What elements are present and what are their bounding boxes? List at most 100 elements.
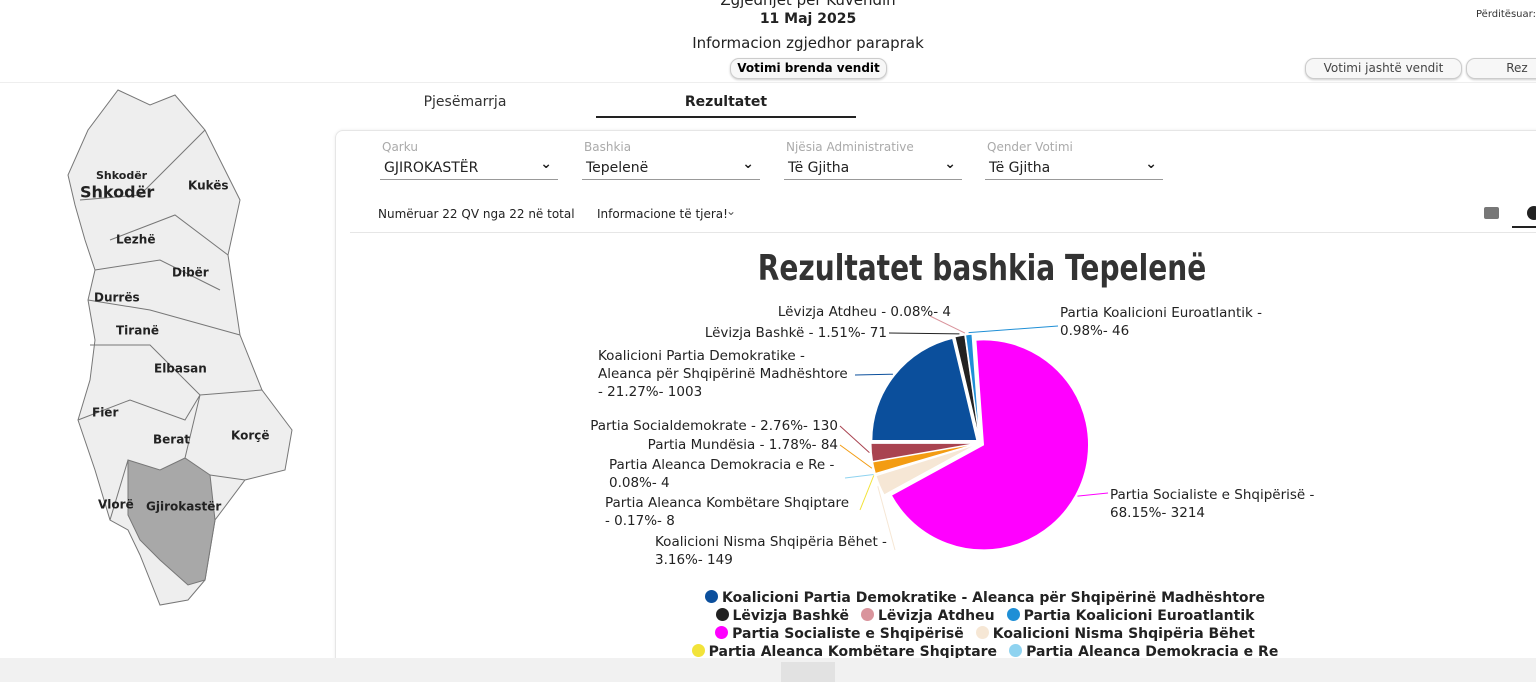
data-label: Partia Koalicioni Euroatlantik -: [1060, 305, 1262, 321]
data-label: - 21.27%- 1003: [598, 384, 702, 400]
legend-item[interactable]: Partia Aleanca Demokracia e Re: [1009, 643, 1278, 658]
data-label: Aleanca për Shqipërinë Madhështore: [598, 366, 848, 382]
pie-slice: [871, 337, 978, 442]
legend-item[interactable]: Partia Socialiste e Shqipërisë: [715, 625, 964, 643]
chart-tab-underline: [1512, 226, 1536, 228]
map-label: Durrës: [94, 291, 140, 305]
data-label: 3.16%- 149: [655, 552, 733, 568]
tab-active[interactable]: Rezultatet: [596, 94, 856, 118]
filter-select[interactable]: Tepelenë: [582, 156, 760, 180]
legend-label: Koalicioni Partia Demokratike - Aleanca …: [722, 590, 1265, 606]
data-label: - 0.17%- 8: [605, 513, 675, 529]
leader-line: [968, 325, 1059, 334]
leader-line: [839, 425, 870, 453]
data-label: 0.98%- 46: [1060, 323, 1129, 339]
legend-marker: [705, 590, 719, 603]
card: [335, 130, 1536, 682]
legend-marker: [975, 626, 989, 639]
header-date: 11 Maj 2025: [759, 11, 857, 27]
leader-line: [839, 444, 873, 469]
legend-marker: [1006, 608, 1020, 621]
leader-line: [844, 474, 874, 479]
results-button[interactable]: Rez: [1466, 58, 1536, 79]
legend-item[interactable]: Koalicioni Nisma Shqipëria Bëhet: [975, 625, 1255, 643]
legend: Koalicioni Partia Demokratike - Aleanca …: [640, 589, 1330, 658]
divider: [0, 82, 1536, 83]
leader-line: [877, 486, 896, 551]
leader-line: [854, 373, 893, 376]
filter-label: Bashkia: [584, 140, 632, 154]
domestic-vote-button[interactable]: Votimi brenda vendit: [730, 58, 887, 79]
abroad-vote-button[interactable]: Votimi jashtë vendit: [1305, 58, 1462, 79]
filter-select[interactable]: Të Gjitha: [784, 156, 962, 180]
legend-marker: [691, 644, 705, 657]
legend-item[interactable]: Lëvizja Bashkë: [715, 607, 849, 625]
map-label: Korçë: [231, 429, 270, 443]
legend-label: Partia Aleanca Kombëtare Shqiptare: [708, 644, 998, 658]
map-label: Berat: [153, 433, 190, 447]
data-label: Partia Aleanca Demokracia e Re -: [609, 457, 835, 473]
divider: [350, 232, 1536, 233]
legend-marker: [715, 626, 729, 639]
legend-marker: [860, 608, 874, 621]
map-label: Kukës: [188, 179, 229, 193]
filter-select[interactable]: GJIROKASTËR: [380, 156, 558, 180]
filter-label: Njësia Administrative: [786, 140, 914, 154]
pie-slice: [965, 333, 981, 440]
data-label: Lëvizja Bashkë - 1.51%- 71: [705, 325, 887, 341]
data-label: Lëvizja Atdheu - 0.08%- 4: [778, 304, 951, 320]
data-label: Koalicioni Nisma Shqipëria Bëhet -: [655, 534, 887, 550]
legend-label: Koalicioni Nisma Shqipëria Bëhet: [992, 626, 1255, 642]
map-label: Shkodër: [80, 183, 154, 202]
footer-bar: [0, 658, 1536, 682]
footer-handle[interactable]: [781, 662, 835, 682]
updated-label: Përditësuar:: [1476, 9, 1536, 20]
legend-item[interactable]: Koalicioni Partia Demokratike - Aleanca …: [705, 589, 1265, 607]
legend-item[interactable]: Partia Koalicioni Euroatlantik: [1006, 607, 1255, 625]
filter-label: Qender Votimi: [987, 140, 1073, 154]
data-label: Partia Mundësia - 1.78%- 84: [648, 437, 838, 453]
more-info[interactable]: Informacione të tjera!: [597, 207, 728, 221]
leader-line: [929, 315, 966, 334]
data-label: 0.08%- 4: [609, 475, 670, 491]
data-label: Partia Aleanca Kombëtare Shqiptare: [605, 495, 849, 511]
legend-item[interactable]: Partia Aleanca Kombëtare Shqiptare: [691, 643, 998, 658]
leader-line: [859, 475, 875, 511]
chart-icon[interactable]: [1527, 206, 1536, 220]
legend-marker: [715, 608, 729, 621]
map-label: Lezhë: [116, 233, 155, 247]
counted-text: Numëruar 22 QV nga 22 në total: [378, 207, 575, 221]
map-label: Fier: [92, 406, 118, 420]
legend-label: Partia Koalicioni Euroatlantik: [1023, 608, 1255, 624]
map: [67, 89, 293, 606]
map-label: Vlorë: [98, 498, 134, 512]
data-label: Koalicioni Partia Demokratike -: [598, 348, 805, 364]
tab[interactable]: Pjesëmarrja: [423, 94, 507, 110]
filter-select[interactable]: Të Gjitha: [985, 156, 1163, 180]
table-icon[interactable]: [1484, 207, 1499, 219]
legend-label: Lëvizja Atdheu: [877, 608, 995, 624]
more-info-caret[interactable]: ⌄: [726, 204, 737, 218]
map-label: Tiranë: [116, 324, 159, 338]
map-region-selected[interactable]: [127, 457, 216, 586]
legend-label: Partia Aleanca Demokracia e Re: [1026, 644, 1279, 658]
map-region[interactable]: [67, 89, 293, 606]
map-label: Dibër: [172, 266, 209, 280]
leader-line: [1077, 492, 1109, 497]
header-subtitle: Informacion zgjedhor paraprak: [692, 34, 924, 52]
data-label: Partia Socialiste e Shqipërisë -: [1110, 487, 1315, 503]
legend-item[interactable]: Lëvizja Atdheu: [860, 607, 995, 625]
legend-label: Partia Socialiste e Shqipërisë: [732, 626, 964, 642]
leader-line: [888, 332, 960, 335]
data-label: Partia Socialdemokrate - 2.76%- 130: [590, 418, 838, 434]
legend-label: Lëvizja Bashkë: [732, 608, 849, 624]
data-label: 68.15%- 3214: [1110, 505, 1205, 521]
pie-slice: [890, 339, 1089, 551]
filter-label: Qarku: [382, 140, 418, 154]
header-title: Zgjedhjet për Kuvendin: [720, 0, 896, 9]
pie-slice: [870, 442, 977, 463]
pie-slice: [872, 443, 977, 475]
legend-marker: [1009, 644, 1023, 657]
